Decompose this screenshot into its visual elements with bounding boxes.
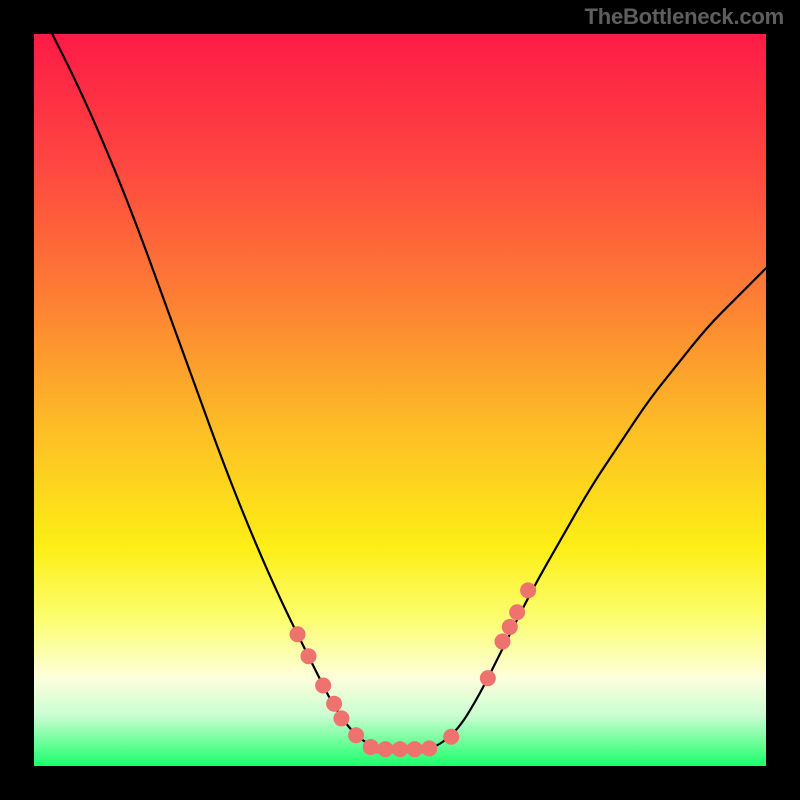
marker-dot: [301, 648, 317, 664]
marker-dot: [502, 619, 518, 635]
marker-dot: [494, 634, 510, 650]
marker-dot: [480, 670, 496, 686]
marker-dot: [315, 677, 331, 693]
marker-dot: [392, 741, 408, 757]
marker-dot: [326, 696, 342, 712]
plot-area-gradient: [34, 34, 766, 766]
marker-dot: [443, 729, 459, 745]
marker-dot: [363, 739, 379, 755]
marker-dot: [421, 740, 437, 756]
marker-dot: [290, 626, 306, 642]
marker-dot: [520, 582, 536, 598]
marker-dot: [509, 604, 525, 620]
marker-dot: [377, 741, 393, 757]
watermark-text: TheBottleneck.com: [584, 4, 784, 30]
bottleneck-chart-svg: [0, 0, 800, 800]
marker-dot: [407, 741, 423, 757]
marker-dot: [333, 710, 349, 726]
marker-dot: [348, 727, 364, 743]
chart-container: TheBottleneck.com: [0, 0, 800, 800]
